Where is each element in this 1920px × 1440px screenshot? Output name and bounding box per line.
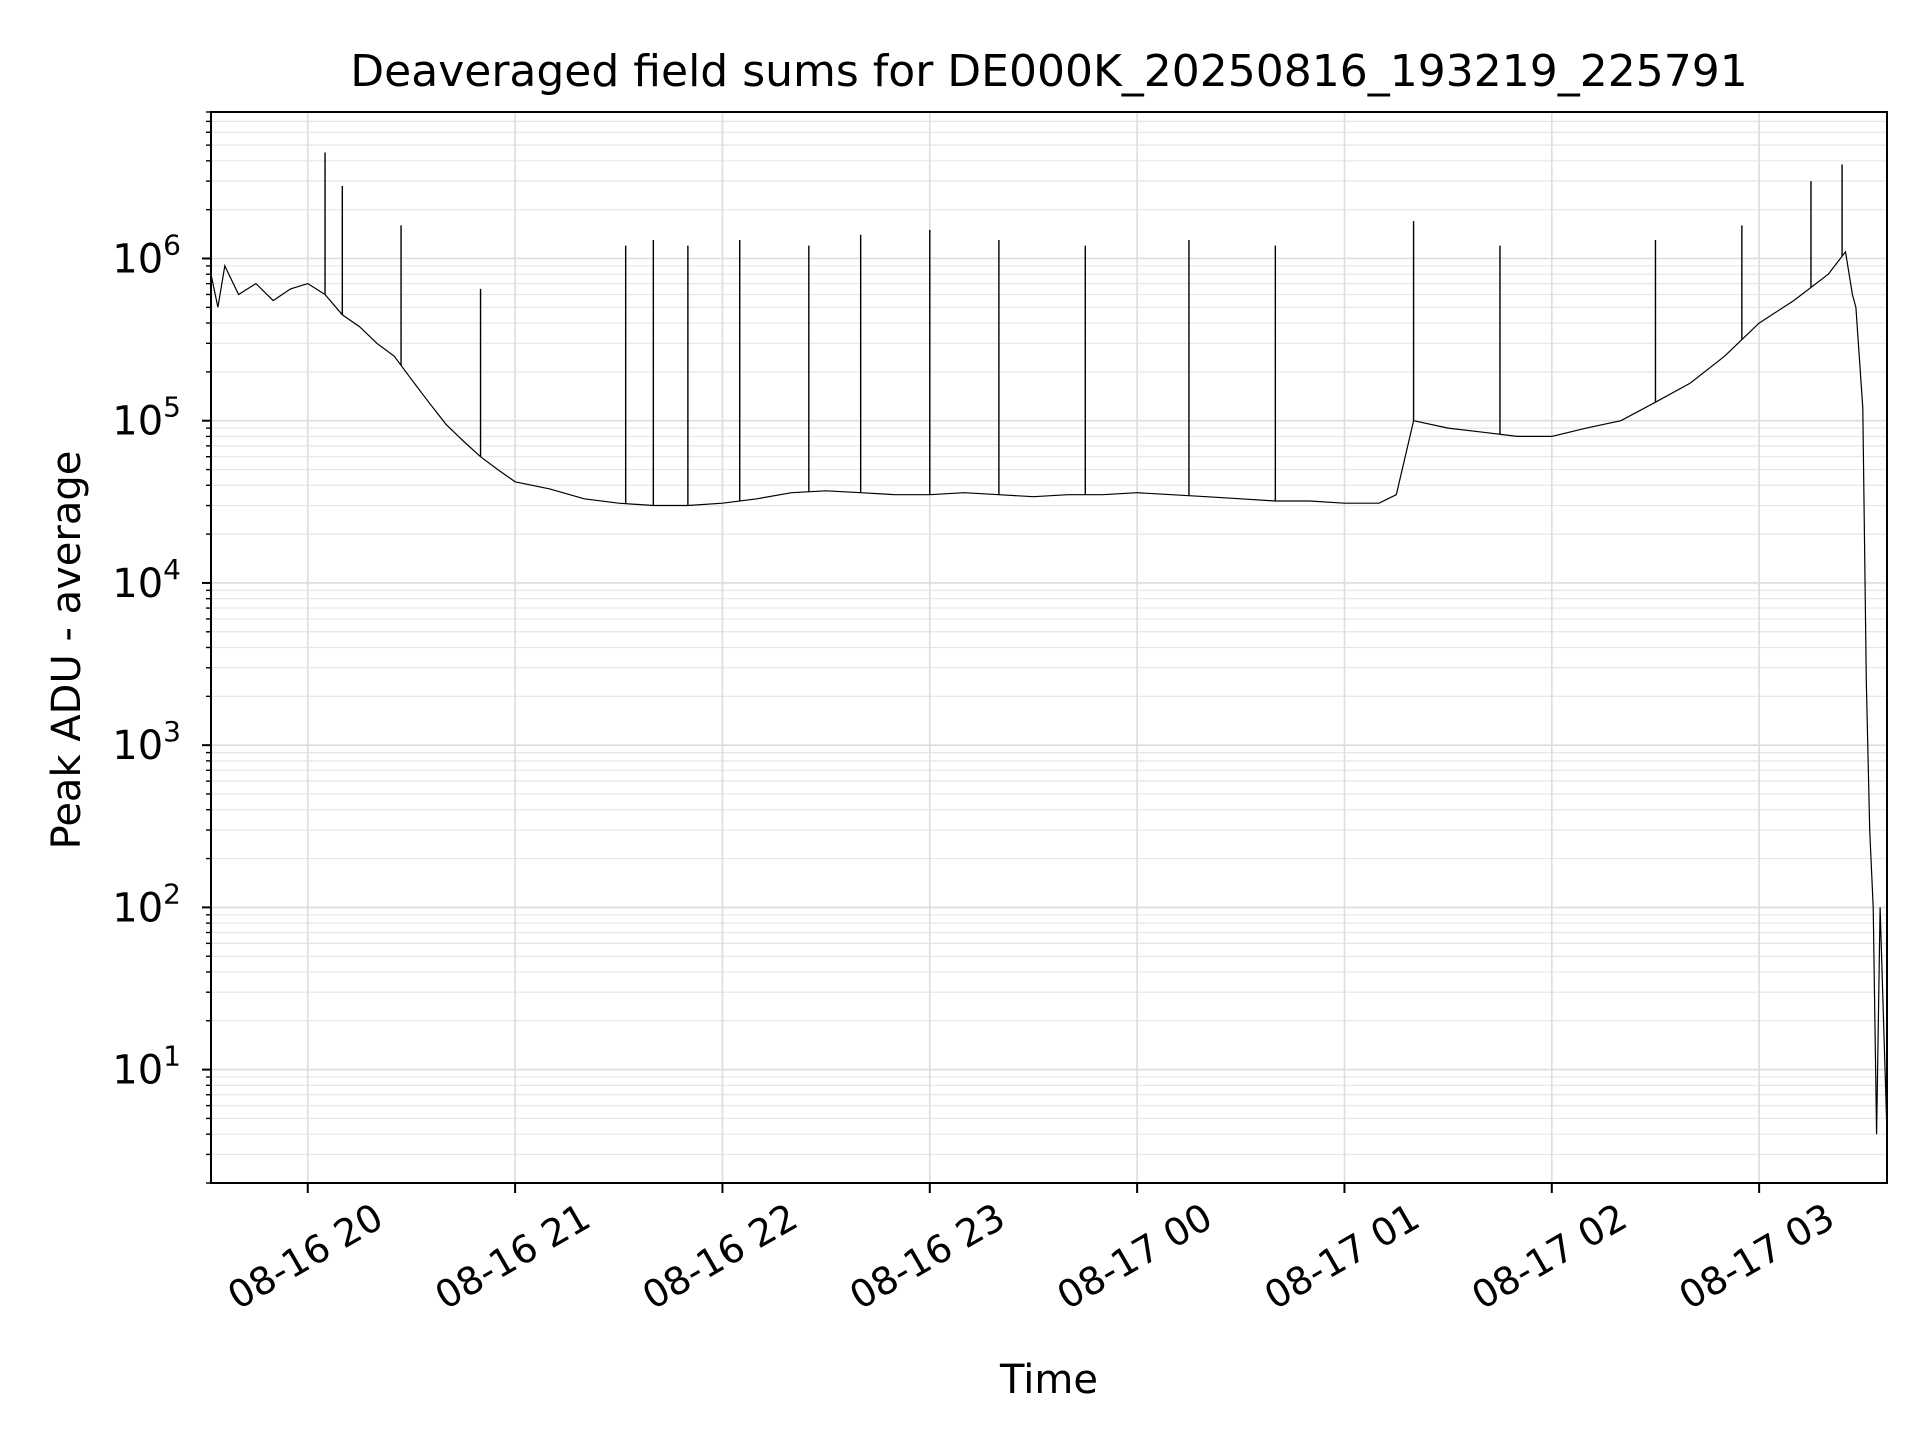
y-tick-label-base: 10 xyxy=(112,237,163,283)
y-tick-label: 101 xyxy=(112,1040,181,1094)
y-tick-label: 105 xyxy=(112,391,181,445)
y-tick-label-exponent: 3 xyxy=(163,715,181,748)
y-tick-label-base: 10 xyxy=(112,561,163,607)
y-axis-label: Peak ADU - average xyxy=(44,451,90,850)
y-tick-label-exponent: 5 xyxy=(163,391,181,424)
y-tick-label: 103 xyxy=(112,715,181,769)
y-tick-label-exponent: 6 xyxy=(163,229,181,262)
y-tick-label-base: 10 xyxy=(112,1048,163,1094)
y-tick-label-base: 10 xyxy=(112,723,163,769)
y-tick-label-base: 10 xyxy=(112,399,163,445)
series-line xyxy=(210,250,1888,1135)
y-tick-label: 106 xyxy=(112,229,181,283)
y-tick-label: 104 xyxy=(112,553,181,607)
y-tick-label-exponent: 1 xyxy=(163,1040,181,1073)
y-tick-label-exponent: 4 xyxy=(163,553,181,586)
chart-title: Deaveraged field sums for DE000K_2025081… xyxy=(350,46,1747,97)
y-tick-label-base: 10 xyxy=(112,885,163,931)
series-layer xyxy=(210,152,1888,1135)
grid-layer xyxy=(211,111,1887,1184)
x-axis-label: Time xyxy=(999,1357,1098,1403)
y-tick-label-exponent: 2 xyxy=(163,877,181,910)
y-tick-label: 102 xyxy=(112,877,181,931)
